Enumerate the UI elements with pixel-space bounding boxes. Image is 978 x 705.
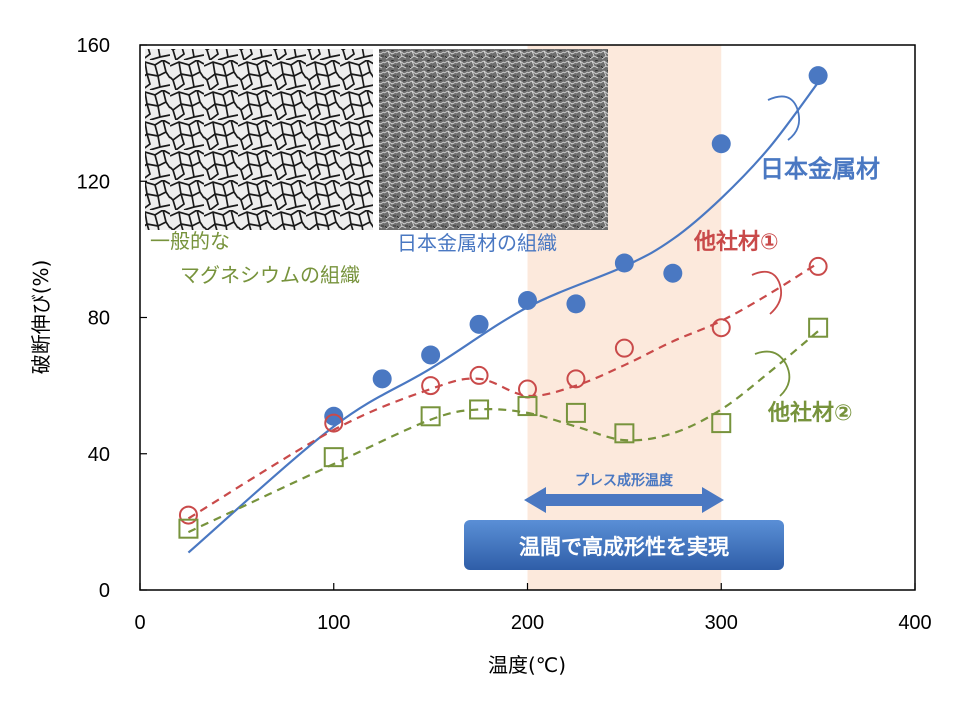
y-tick-label: 120	[77, 171, 110, 193]
press-range-label: プレス成形温度	[575, 472, 674, 489]
micro-caption-nihon: 日本金属材の組織	[397, 231, 557, 255]
series-label-other2: 他社材②	[767, 400, 853, 426]
trend-line-series-3	[187, 330, 819, 534]
press-range-arrow	[524, 487, 724, 513]
data-point-series-3	[178, 518, 199, 539]
trend-line-series-2	[187, 262, 819, 520]
data-point-series-3	[323, 447, 344, 468]
x-tick-label: 300	[705, 612, 738, 634]
callout-arc-nihon	[767, 95, 800, 141]
callout-arc-other2	[754, 350, 791, 397]
data-point-series-3	[420, 406, 441, 427]
y-tick-label: 40	[88, 444, 110, 466]
performance-banner-text: 温間で高成形性を実現	[519, 535, 729, 559]
data-point-series-2	[324, 413, 344, 433]
data-point-series-3	[614, 423, 635, 444]
data-point-series-3	[565, 402, 586, 423]
data-point-series-1	[663, 263, 683, 283]
callout-arc-other1	[751, 270, 782, 315]
series-label-other1: 他社材①	[693, 229, 779, 255]
data-point-series-1	[566, 294, 586, 314]
data-point-series-1	[324, 406, 344, 426]
trend-lines	[187, 81, 820, 554]
series-label-nihon: 日本金属材	[760, 155, 880, 183]
data-point-series-2	[469, 365, 489, 385]
data-point-series-1	[711, 134, 731, 154]
data-point-series-3	[469, 399, 490, 420]
data-point-series-2	[518, 379, 537, 399]
x-tick-label: 0	[134, 612, 145, 634]
data-point-series-1	[372, 369, 392, 389]
performance-banner	[464, 520, 784, 570]
data-point-series-2	[808, 256, 828, 276]
nihon-kinzoku-microstructure-image	[379, 49, 608, 230]
micro-caption-general-line1: 一般的な	[150, 229, 230, 253]
data-point-series-1	[421, 345, 441, 365]
data-point-series-2	[711, 318, 731, 338]
data-point-series-3	[808, 317, 829, 338]
data-point-series-1	[518, 290, 537, 310]
x-axis-title: 温度(℃)	[488, 653, 566, 677]
data-point-series-2	[421, 376, 441, 396]
magnesium-microstructure-image	[145, 49, 373, 230]
x-tick-label: 400	[898, 612, 931, 634]
y-tick-label: 0	[99, 580, 110, 602]
data-point-series-3	[517, 396, 538, 417]
data-point-series-2	[566, 369, 586, 389]
data-point-series-1	[808, 66, 828, 86]
axis-ticks: 0 100 200 300 400 0 40 80 120 160	[77, 35, 932, 634]
trend-line-series-1	[187, 81, 820, 554]
data-point-series-1	[469, 314, 489, 334]
x-tick-label: 200	[511, 612, 544, 634]
data-point-series-3	[711, 413, 732, 434]
x-tick-label: 100	[317, 612, 350, 634]
data-point-series-2	[614, 338, 634, 358]
micro-caption-general-line2: マグネシウムの組織	[180, 263, 360, 287]
data-point-series-1	[614, 253, 634, 273]
y-tick-label: 80	[88, 308, 110, 330]
y-axis-title: 破断伸び(%)	[29, 260, 53, 375]
data-point-series-2	[178, 505, 198, 525]
y-tick-label: 160	[77, 35, 110, 57]
data-markers	[178, 66, 829, 539]
